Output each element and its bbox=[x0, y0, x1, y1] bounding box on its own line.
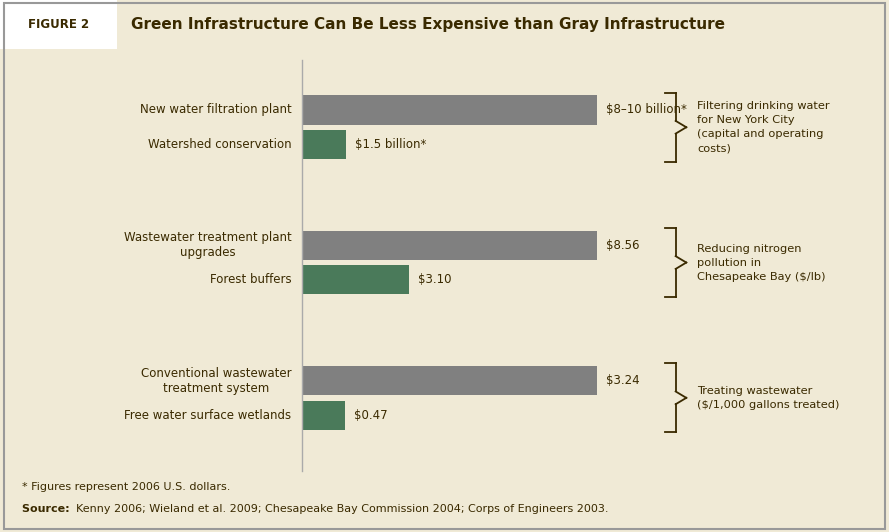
Text: FIGURE 2: FIGURE 2 bbox=[28, 18, 89, 31]
Text: Treating wastewater
($/1,000 gallons treated): Treating wastewater ($/1,000 gallons tre… bbox=[697, 386, 839, 410]
Bar bbox=[302, 366, 597, 395]
Text: $0.47: $0.47 bbox=[354, 409, 388, 422]
Text: Free water surface wetlands: Free water surface wetlands bbox=[124, 409, 292, 422]
Text: Forest buffers: Forest buffers bbox=[210, 273, 292, 286]
Text: $8–10 billion*: $8–10 billion* bbox=[606, 103, 686, 117]
Text: Reducing nitrogen
pollution in
Chesapeake Bay ($/lb): Reducing nitrogen pollution in Chesapeak… bbox=[697, 244, 826, 281]
Bar bbox=[302, 231, 597, 260]
Text: Conventional wastewater
treatment system: Conventional wastewater treatment system bbox=[141, 367, 292, 395]
Text: * Figures represent 2006 U.S. dollars.: * Figures represent 2006 U.S. dollars. bbox=[22, 482, 230, 492]
Text: Green Infrastructure Can Be Less Expensive than Gray Infrastructure: Green Infrastructure Can Be Less Expensi… bbox=[131, 17, 725, 32]
Bar bbox=[302, 130, 347, 159]
Text: Source:: Source: bbox=[22, 504, 74, 514]
Bar bbox=[302, 95, 597, 124]
Bar bbox=[302, 401, 345, 430]
Text: $3.24: $3.24 bbox=[606, 374, 639, 387]
Text: New water filtration plant: New water filtration plant bbox=[140, 103, 292, 117]
Bar bbox=[302, 265, 409, 295]
Text: Kenny 2006; Wieland et al. 2009; Chesapeake Bay Commission 2004; Corps of Engine: Kenny 2006; Wieland et al. 2009; Chesape… bbox=[76, 504, 608, 514]
Text: $1.5 billion*: $1.5 billion* bbox=[356, 138, 427, 151]
Bar bbox=[0, 0, 117, 49]
Text: $8.56: $8.56 bbox=[606, 239, 639, 252]
Text: $3.10: $3.10 bbox=[418, 273, 452, 286]
Text: Wastewater treatment plant
upgrades: Wastewater treatment plant upgrades bbox=[124, 231, 292, 259]
Text: Filtering drinking water
for New York City
(capital and operating
costs): Filtering drinking water for New York Ci… bbox=[697, 101, 829, 153]
Text: Watershed conservation: Watershed conservation bbox=[148, 138, 292, 151]
